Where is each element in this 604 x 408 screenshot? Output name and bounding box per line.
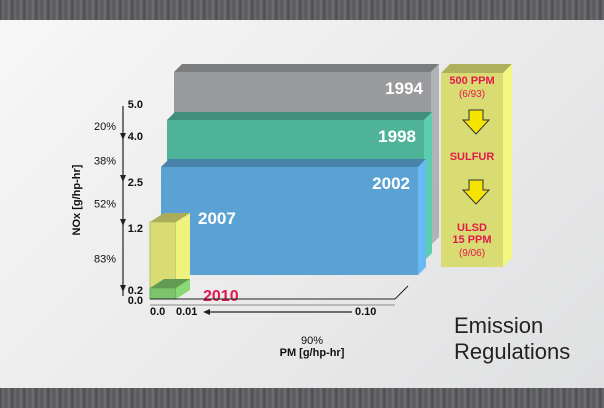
bar-label-2002: 2002 xyxy=(372,174,410,193)
bar-side-2010 xyxy=(176,279,190,299)
y-reduction-52: 52% xyxy=(94,199,116,211)
bottom-border-strip xyxy=(0,388,604,408)
sulfur-down-arrow-1 xyxy=(461,109,491,135)
bar-side-2007 xyxy=(176,213,190,299)
caption-line1: Emission xyxy=(454,313,544,338)
sulfur-bottom-value: 15 PPM xyxy=(452,234,491,246)
y-tick-label: 4.0 xyxy=(128,131,143,143)
y-tick-label: 1.2 xyxy=(128,223,143,235)
x-tick-label: 0.10 xyxy=(355,306,376,318)
bar-top-1998 xyxy=(167,112,432,120)
y-arrowhead xyxy=(120,219,126,226)
y-arrowhead xyxy=(120,285,126,292)
x-tick-label: 0.01 xyxy=(176,306,197,318)
y-arrowhead xyxy=(120,175,126,182)
bar-label-1994: 1994 xyxy=(385,79,423,98)
sulfur-box-side xyxy=(503,64,512,267)
y-reduction-38: 38% xyxy=(94,156,116,168)
bar-top-1994 xyxy=(174,64,439,72)
bar-top-2002 xyxy=(161,159,426,167)
axes-group: 5.04.02.51.20.20.020%38%52%83%NOx [g/hp-… xyxy=(71,99,409,359)
bar-label-2010: 2010 xyxy=(203,288,239,305)
x-axis-label: PM [g/hp-hr] xyxy=(280,347,345,359)
bar-top-2010 xyxy=(150,279,190,288)
y-reduction-20: 20% xyxy=(94,121,116,133)
x-tick-label: 0.0 xyxy=(150,306,165,318)
sulfur-bottom-date: (9/06) xyxy=(459,248,485,259)
sulfur-box-front xyxy=(441,73,503,267)
sulfur-down-arrow-2 xyxy=(461,179,491,205)
bar-side-2002 xyxy=(418,159,426,275)
y-tick-label: 2.5 xyxy=(128,177,143,189)
y-tick-label: 0.0 xyxy=(128,295,143,307)
bar-label-1998: 1998 xyxy=(378,127,416,146)
top-border-strip xyxy=(0,0,604,20)
sulfur-top-value: 500 PPM xyxy=(449,75,494,87)
y-arrowhead xyxy=(120,133,126,140)
x-axis-depth-line xyxy=(394,285,409,300)
emission-regulations-caption: Emission Regulations xyxy=(454,313,570,365)
bar-2010 xyxy=(149,287,177,300)
x-arrowhead xyxy=(203,309,210,315)
sulfur-label: SULFUR xyxy=(450,151,495,163)
x-reduction-label: 90% xyxy=(301,335,323,347)
bar-2002 xyxy=(161,167,418,275)
sulfur-top-date: (6/93) xyxy=(459,89,485,100)
y-reduction-83: 83% xyxy=(94,254,116,266)
bars-group: 1994 1998 2002 2007 2010 xyxy=(149,64,439,305)
bar-label-2007: 2007 xyxy=(198,209,236,228)
y-tick-label: 5.0 xyxy=(128,99,143,111)
y-axis-label: NOx [g/hp-hr] xyxy=(71,164,83,235)
caption-line2: Regulations xyxy=(454,339,571,364)
sulfur-bottom-label: ULSD xyxy=(457,222,487,234)
sulfur-box-top xyxy=(441,64,512,73)
y-tick-label: 0.2 xyxy=(128,285,143,297)
bar-side-1994 xyxy=(431,64,439,245)
bar-top-2007 xyxy=(150,213,190,222)
